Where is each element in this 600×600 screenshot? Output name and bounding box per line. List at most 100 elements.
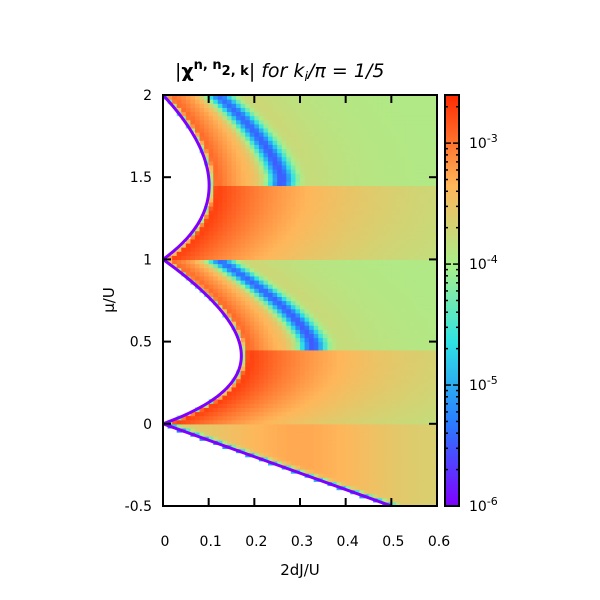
heatmap-cell <box>432 136 437 141</box>
heatmap-cell <box>322 115 328 121</box>
heatmap-cell <box>405 292 411 297</box>
heatmap-cell <box>176 263 182 269</box>
heatmap-cell <box>395 160 402 166</box>
heatmap-cell <box>277 222 283 228</box>
heatmap-cell <box>382 197 388 203</box>
heatmap-cell <box>272 144 278 150</box>
heatmap-cell <box>377 148 383 154</box>
heatmap-cell <box>281 251 287 256</box>
heatmap-cell <box>286 358 292 363</box>
heatmap-cell <box>400 489 406 495</box>
heatmap-cell <box>427 382 434 388</box>
heatmap-cell <box>354 460 360 466</box>
heatmap-cell <box>313 271 319 277</box>
heatmap-cell <box>386 399 392 404</box>
heatmap-cell <box>263 386 269 392</box>
heatmap-cell <box>409 493 415 499</box>
heatmap-cell <box>222 111 228 117</box>
heatmap-cell <box>268 456 274 462</box>
heatmap-cell <box>395 440 402 445</box>
heatmap-cell <box>277 201 283 207</box>
heatmap-cell <box>327 308 333 314</box>
heatmap-cell <box>304 226 310 232</box>
heatmap-cell <box>194 127 201 133</box>
heatmap-cell <box>331 160 338 166</box>
heatmap-cell <box>409 136 415 141</box>
heatmap-cell <box>418 251 424 256</box>
heatmap-cell <box>409 341 415 347</box>
heatmap-cell <box>254 177 260 182</box>
heatmap-cell <box>327 160 333 166</box>
heatmap-cell <box>258 210 265 215</box>
heatmap-cell <box>350 156 356 162</box>
heatmap-cell <box>359 164 365 170</box>
heatmap-cell <box>341 341 347 347</box>
heatmap-cell <box>286 349 292 355</box>
heatmap-cell <box>268 411 274 417</box>
heatmap-cell <box>313 148 319 154</box>
heatmap-cell <box>391 156 397 162</box>
heatmap-cell <box>318 403 324 408</box>
heatmap-cell <box>295 407 301 413</box>
heatmap-cell <box>240 390 246 396</box>
heatmap-cell <box>322 366 328 371</box>
heatmap-cell <box>309 341 315 347</box>
heatmap-cell <box>400 168 406 174</box>
heatmap-cell <box>295 230 301 236</box>
heatmap-cell <box>373 259 379 265</box>
heatmap-cell <box>363 366 370 371</box>
heatmap-cell <box>382 255 388 260</box>
heatmap-cell <box>318 131 324 137</box>
heatmap-cell <box>313 242 319 248</box>
heatmap-cell <box>309 279 315 285</box>
heatmap-cell <box>222 222 228 228</box>
heatmap-cell <box>391 395 397 400</box>
heatmap-cell <box>373 222 379 228</box>
heatmap-cell <box>427 444 434 450</box>
heatmap-cell <box>217 115 223 121</box>
heatmap-cell <box>217 205 223 211</box>
heatmap-cell <box>432 333 437 339</box>
heatmap-cell <box>331 95 338 100</box>
heatmap-cell <box>341 407 347 413</box>
heatmap-cell <box>290 251 297 256</box>
heatmap-cell <box>368 308 374 314</box>
heatmap-cell <box>409 333 415 339</box>
heatmap-cell <box>290 390 297 396</box>
heatmap-cell <box>377 345 383 351</box>
heatmap-cell <box>395 358 402 363</box>
heatmap-cell <box>414 111 420 117</box>
heatmap-cell <box>300 123 306 129</box>
heatmap-cell <box>414 251 420 256</box>
heatmap-cell <box>327 440 333 445</box>
heatmap-cell <box>359 308 365 314</box>
heatmap-cell <box>277 415 283 421</box>
heatmap-cell <box>373 263 379 269</box>
heatmap-cell <box>318 263 324 269</box>
heatmap-cell <box>258 444 265 450</box>
heatmap-cell <box>277 292 283 297</box>
heatmap-cell <box>331 99 338 104</box>
heatmap-cell <box>427 288 434 293</box>
heatmap-cell <box>386 485 392 491</box>
heatmap-cell <box>313 329 319 334</box>
heatmap-cell <box>336 415 342 421</box>
heatmap-cell <box>258 395 265 400</box>
heatmap-cell <box>236 292 242 297</box>
heatmap-cell <box>181 415 187 421</box>
heatmap-cell <box>359 140 365 145</box>
heatmap-cell <box>249 210 255 215</box>
heatmap-cell <box>322 263 328 269</box>
heatmap-cell <box>231 119 237 125</box>
heatmap-cell <box>309 284 315 289</box>
heatmap-cell <box>373 181 379 187</box>
heatmap-cell <box>327 341 333 347</box>
heatmap-cell <box>286 308 292 314</box>
heatmap-cell <box>318 103 324 108</box>
heatmap-cell <box>341 358 347 363</box>
heatmap-cell <box>368 168 374 174</box>
heatmap-cell <box>249 148 255 154</box>
heatmap-cell <box>254 193 260 199</box>
heatmap-cell <box>427 407 434 413</box>
heatmap-cell <box>318 452 324 458</box>
